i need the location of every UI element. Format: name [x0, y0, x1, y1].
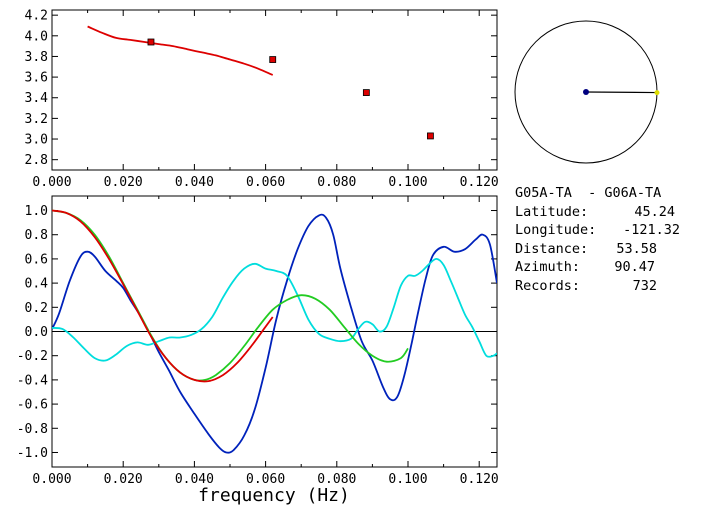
records-label: Records: — [515, 277, 581, 294]
top-y-tick-label: 3.6 — [25, 71, 48, 86]
top-y-tick-label: 4.0 — [25, 29, 48, 44]
latitude-row: Latitude: 45.24 — [515, 203, 680, 222]
bottom-x-tick-label: 0.000 — [32, 472, 71, 487]
latitude-label: Latitude: — [515, 203, 589, 220]
top-y-tick-label: 3.8 — [25, 50, 48, 65]
bottom-y-tick-label: 0.6 — [25, 252, 48, 267]
dispersion-plot: 0.000 0.020 0.040 0.060 0.080 0.100 0.120 2.8 3.… — [25, 9, 499, 190]
top-y-tick-label: 2.8 — [25, 153, 48, 168]
bottom-x-tick-label: 0.040 — [175, 472, 214, 487]
azimuth-label: Azimuth: — [515, 259, 581, 275]
station-info-panel: G05A-TA - G06A-TA Latitude: 45.24 Longit… — [515, 184, 680, 295]
top-data-point — [269, 56, 277, 63]
top-x-tick-label: 0.040 — [175, 175, 214, 190]
bottom-series-line-2 — [52, 209, 409, 382]
top-y-tick-label: 3.0 — [25, 133, 48, 148]
bottom-y-tick-label: -1.0 — [17, 446, 48, 461]
bottom-y-tick-label: -0.4 — [17, 373, 48, 388]
bottom-y-tick-label: 0.4 — [25, 277, 49, 292]
bottom-y-tick-label: -0.2 — [17, 349, 48, 364]
top-x-tick-label: 0.100 — [388, 175, 427, 190]
bottom-series-group — [52, 209, 497, 454]
longitude-row: Longitude: -121.32 — [515, 221, 680, 240]
bottom-y-tick-label: 0.8 — [25, 228, 48, 243]
top-x-tick-label: 0.080 — [317, 175, 356, 190]
latitude-value: 45.24 — [634, 203, 675, 220]
top-x-tick-label: 0.000 — [32, 175, 71, 190]
longitude-label: Longitude: — [515, 222, 597, 238]
records-row: Records: 732 — [515, 277, 680, 296]
top-data-point — [362, 89, 370, 96]
bottom-y-tick-label: 1.0 — [25, 204, 48, 219]
bottom-series-line-1 — [52, 258, 497, 362]
bottom-x-tick-label: 0.080 — [317, 472, 356, 487]
station-pair-title: G05A-TA - G06A-TA — [515, 185, 662, 201]
azimuth-map — [514, 20, 660, 164]
azimuth-row: Azimuth: 90.47 — [515, 258, 680, 277]
bottom-y-tick-label: -0.6 — [17, 398, 48, 413]
top-y-tick-label: 4.2 — [25, 9, 48, 24]
longitude-value: -121.32 — [623, 222, 680, 238]
top-x-tick-label: 0.060 — [246, 175, 285, 190]
bottom-x-tick-label: 0.100 — [388, 472, 427, 487]
station-marker — [583, 89, 589, 95]
azimuth-end-marker — [654, 90, 660, 96]
bottom-x-tick-label: 0.060 — [246, 472, 285, 487]
bottom-y-tick-label: -0.8 — [17, 422, 48, 437]
top-y-tick-label: 3.4 — [25, 91, 49, 106]
distance-label: Distance: — [515, 240, 589, 257]
top-series-group — [87, 25, 434, 140]
bottom-series-line-3 — [52, 209, 274, 383]
top-x-tick-label: 0.020 — [104, 175, 143, 190]
top-data-point — [427, 132, 434, 140]
records-value: 732 — [632, 277, 657, 294]
azimuth-value: 90.47 — [614, 259, 655, 275]
top-x-tick-label: 0.120 — [460, 175, 499, 190]
x-axis-label: frequency (Hz) — [198, 485, 350, 506]
azimuth-line — [585, 91, 658, 94]
bottom-y-tick-label: 0.2 — [25, 301, 48, 316]
top-series-line-0 — [87, 25, 274, 76]
distance-value: 53.58 — [616, 240, 657, 257]
distance-row: Distance: 53.58 — [515, 240, 680, 259]
top-frame — [51, 9, 498, 171]
top-data-point — [147, 38, 155, 46]
bottom-y-tick-label: 0.0 — [25, 325, 48, 340]
top-y-tick-label: 3.2 — [25, 112, 48, 127]
bottom-x-tick-label: 0.020 — [104, 472, 143, 487]
correlation-plot: 0.000 0.020 0.040 0.060 0.080 0.100 0.120 1.0 0.… — [17, 195, 499, 506]
bottom-series-line-0 — [52, 213, 497, 454]
bottom-x-tick-label: 0.120 — [460, 472, 499, 487]
